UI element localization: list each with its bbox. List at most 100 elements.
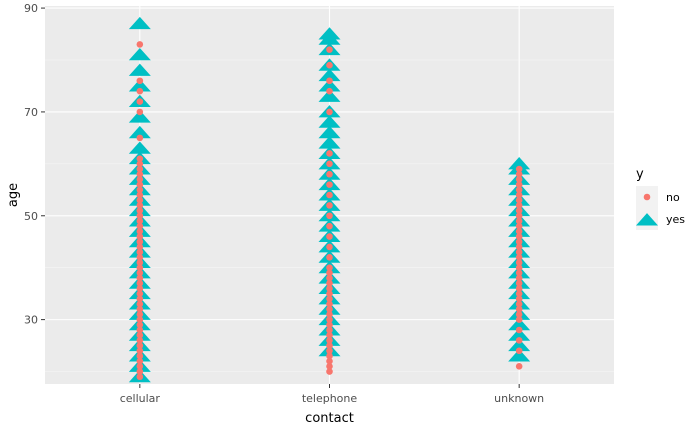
point-no bbox=[515, 191, 523, 199]
point-no bbox=[136, 337, 144, 344]
point-no bbox=[136, 108, 144, 116]
point-no bbox=[136, 342, 144, 349]
point-no bbox=[326, 181, 333, 188]
point-no bbox=[515, 181, 523, 188]
point-no bbox=[515, 228, 523, 235]
point-no bbox=[136, 295, 144, 303]
point-no bbox=[326, 243, 333, 251]
point-no bbox=[136, 347, 144, 355]
point-no bbox=[326, 191, 333, 199]
point-no bbox=[515, 311, 523, 318]
point-no bbox=[515, 238, 523, 246]
point-no bbox=[515, 222, 523, 230]
point-no bbox=[136, 321, 144, 329]
point-no bbox=[515, 186, 523, 194]
point-no bbox=[326, 170, 333, 178]
point-no bbox=[326, 290, 333, 297]
point-no bbox=[515, 279, 523, 287]
point-yes bbox=[508, 338, 531, 352]
legend-key-no bbox=[643, 193, 651, 201]
point-yes bbox=[128, 47, 151, 61]
point-yes bbox=[318, 115, 341, 128]
point-no bbox=[136, 228, 144, 235]
point-no bbox=[326, 264, 333, 271]
point-no bbox=[515, 347, 523, 355]
point-yes bbox=[318, 89, 341, 102]
point-no bbox=[326, 269, 333, 277]
point-yes bbox=[318, 27, 341, 40]
point-no bbox=[136, 274, 144, 282]
point-no bbox=[326, 150, 333, 157]
point-no bbox=[326, 295, 333, 303]
legend-title: y bbox=[636, 167, 644, 182]
point-no bbox=[136, 254, 144, 261]
legend: y no yes bbox=[636, 167, 685, 230]
point-no bbox=[326, 160, 333, 168]
point-no bbox=[136, 181, 144, 188]
point-no bbox=[326, 368, 333, 375]
point-no bbox=[515, 248, 523, 256]
point-no bbox=[136, 363, 144, 370]
point-no bbox=[515, 269, 523, 277]
point-no bbox=[326, 300, 333, 308]
point-no bbox=[136, 373, 144, 381]
x-axis-title: contact bbox=[305, 411, 354, 426]
point-no bbox=[136, 368, 144, 375]
legend-label-yes: yes bbox=[666, 213, 685, 226]
point-no bbox=[136, 217, 144, 225]
point-no bbox=[326, 311, 333, 318]
y-axis-title: age bbox=[6, 183, 21, 207]
point-no bbox=[136, 160, 144, 168]
point-no bbox=[515, 196, 523, 204]
point-no bbox=[515, 243, 523, 251]
point-no bbox=[136, 248, 144, 256]
point-yes bbox=[318, 125, 341, 139]
point-no bbox=[326, 285, 333, 292]
y-tick-label: 30 bbox=[24, 314, 38, 327]
point-yes bbox=[128, 16, 151, 30]
point-no bbox=[136, 196, 144, 204]
x-axis: cellular telephone unknown bbox=[120, 384, 544, 405]
point-yes bbox=[128, 141, 151, 154]
point-no bbox=[136, 305, 144, 313]
point-no bbox=[326, 316, 333, 323]
point-no bbox=[326, 326, 333, 334]
point-no bbox=[326, 222, 333, 230]
point-no bbox=[515, 202, 523, 209]
point-no bbox=[515, 285, 523, 292]
point-no bbox=[136, 300, 144, 308]
point-no bbox=[326, 61, 333, 69]
y-axis: 30 50 70 90 bbox=[24, 2, 45, 327]
point-no bbox=[136, 87, 144, 95]
point-no bbox=[326, 254, 333, 261]
point-no bbox=[326, 337, 333, 344]
point-no bbox=[136, 311, 144, 318]
point-yes bbox=[128, 110, 151, 123]
point-no bbox=[515, 305, 523, 313]
x-tick-label: unknown bbox=[494, 392, 544, 405]
point-no bbox=[136, 98, 144, 105]
point-no bbox=[136, 77, 144, 85]
point-no bbox=[326, 233, 333, 240]
point-no bbox=[326, 363, 333, 370]
point-yes bbox=[318, 68, 341, 82]
point-yes bbox=[128, 79, 151, 92]
point-no bbox=[136, 316, 144, 323]
point-no bbox=[136, 357, 144, 365]
point-no bbox=[515, 212, 523, 220]
point-no bbox=[326, 321, 333, 329]
point-no bbox=[326, 202, 333, 209]
point-no bbox=[136, 212, 144, 220]
point-no bbox=[136, 238, 144, 246]
point-no bbox=[136, 259, 144, 266]
point-no bbox=[515, 264, 523, 271]
point-no bbox=[136, 186, 144, 194]
point-no bbox=[326, 77, 333, 85]
point-no bbox=[136, 279, 144, 287]
point-no bbox=[136, 326, 144, 334]
point-yes bbox=[508, 157, 531, 170]
y-tick-label: 50 bbox=[24, 210, 38, 223]
point-no bbox=[326, 305, 333, 313]
point-no bbox=[136, 41, 144, 48]
point-no bbox=[326, 331, 333, 339]
